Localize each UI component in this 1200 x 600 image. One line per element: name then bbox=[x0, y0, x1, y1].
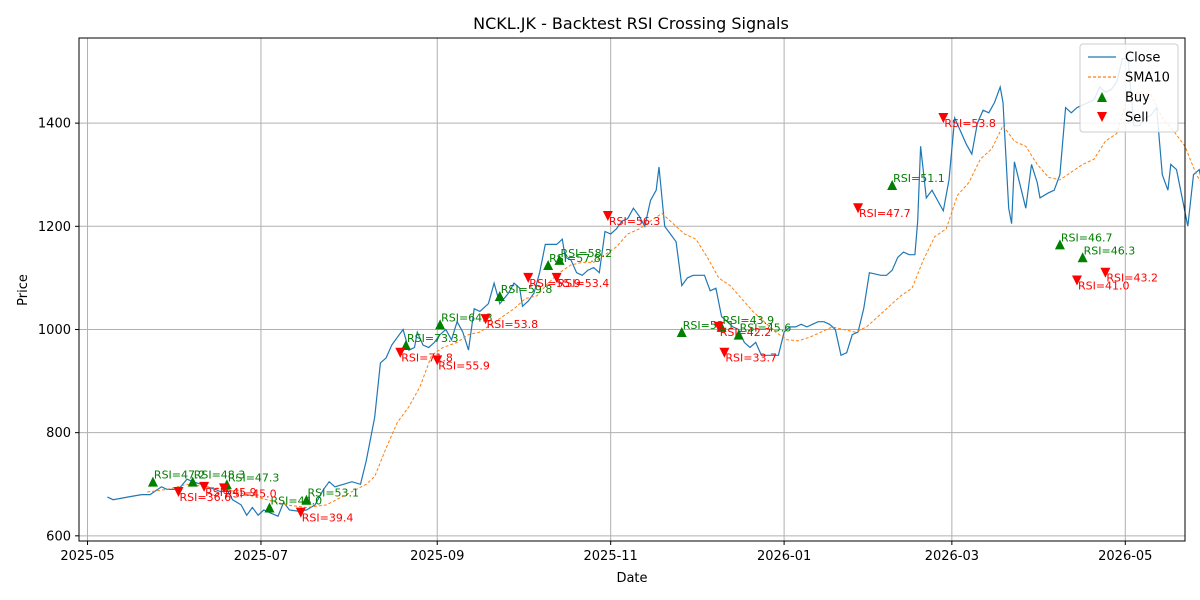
buy-rsi-label: RSI=59.8 bbox=[501, 283, 553, 296]
y-tick-label: 1200 bbox=[38, 220, 71, 235]
buy-marker bbox=[494, 290, 505, 301]
sell-rsi-label: RSI=53.8 bbox=[487, 318, 539, 331]
buy-marker bbox=[435, 319, 446, 330]
buy-rsi-label: RSI=46.7 bbox=[1061, 231, 1113, 244]
buy-marker bbox=[400, 339, 411, 350]
sell-rsi-label: RSI=43.2 bbox=[1106, 272, 1158, 285]
sell-marker bbox=[523, 272, 534, 283]
buy-rsi-label: RSI=43.9 bbox=[723, 314, 775, 327]
legend-label: Close bbox=[1125, 51, 1160, 66]
sell-marker bbox=[602, 210, 613, 221]
sell-marker bbox=[219, 483, 230, 494]
sma10-series-line bbox=[147, 91, 1200, 509]
y-tick-label: 1000 bbox=[38, 323, 71, 338]
sell-rsi-label: RSI=39.4 bbox=[302, 512, 354, 525]
sell-marker bbox=[173, 486, 184, 497]
x-tick-label: 2025-11 bbox=[584, 549, 638, 564]
sell-rsi-label: RSI=55.9 bbox=[529, 277, 581, 290]
legend-label: SMA10 bbox=[1125, 71, 1170, 86]
buy-marker bbox=[554, 254, 565, 265]
sell-marker bbox=[295, 507, 306, 518]
sell-marker bbox=[1071, 275, 1082, 286]
y-axis-title: Price bbox=[16, 274, 31, 306]
legend-box bbox=[1079, 43, 1179, 133]
sell-rsi-label: RSI=53.4 bbox=[558, 277, 610, 290]
sell-marker bbox=[713, 321, 724, 332]
x-axis-ticks: 2025-05 2025-07 2025-09 2025-11 2026-01 2026-… bbox=[60, 541, 1152, 564]
y-tick-label: 600 bbox=[46, 529, 71, 544]
close-series-line bbox=[107, 58, 1200, 517]
buy-rsi-label: RSI=46.3 bbox=[1084, 244, 1136, 257]
sell-rsi-label: RSI=45.0 bbox=[225, 487, 277, 500]
buy-marker bbox=[264, 502, 275, 513]
buy-rsi-label: RSI=58.2 bbox=[560, 247, 612, 260]
sell-rsi-label: RSI=55.9 bbox=[438, 359, 490, 372]
sell-rsi-label: RSI=56.3 bbox=[609, 215, 661, 228]
plot-frame bbox=[78, 37, 1186, 542]
sell-rsi-label: RSI=33.7 bbox=[725, 352, 777, 365]
x-tick-label: 2025-05 bbox=[60, 549, 114, 564]
sell-marker bbox=[1100, 267, 1111, 278]
sell-marker bbox=[199, 481, 210, 492]
legend-label: Buy bbox=[1125, 91, 1150, 106]
buy-marker bbox=[1054, 239, 1065, 250]
x-tick-label: 2026-03 bbox=[925, 549, 979, 564]
y-tick-label: 800 bbox=[46, 426, 71, 441]
sell-marker bbox=[853, 203, 864, 214]
buy-rsi-label: RSI=47.3 bbox=[228, 471, 280, 484]
sell-rsi-label: RSI=71.8 bbox=[401, 352, 453, 365]
legend-label: Sell bbox=[1125, 111, 1148, 126]
buy-rsi-label: RSI=51.1 bbox=[893, 172, 945, 185]
x-tick-label: 2025-09 bbox=[410, 549, 464, 564]
sell-marker bbox=[432, 355, 443, 366]
chart-title: NCKL.JK - Backtest RSI Crossing Signals bbox=[473, 14, 789, 33]
legend-sell-swatch bbox=[1097, 112, 1107, 122]
sell-marker bbox=[551, 272, 562, 283]
x-axis-title: Date bbox=[616, 571, 647, 586]
x-tick-label: 2026-05 bbox=[1098, 549, 1152, 564]
signal-markers: RSI=47.2RSI=48.3RSI=47.3RSI=44.0RSI=53.1… bbox=[147, 112, 1158, 525]
y-tick-label: 1400 bbox=[38, 117, 71, 132]
legend-buy-swatch bbox=[1097, 92, 1107, 102]
buy-rsi-label: RSI=64.3 bbox=[441, 311, 493, 324]
sell-marker bbox=[395, 347, 406, 358]
y-axis-ticks: 600 800 1000 1200 1400 bbox=[38, 117, 79, 544]
buy-rsi-label: RSI=48.3 bbox=[194, 469, 246, 482]
x-tick-label: 2025-07 bbox=[234, 549, 288, 564]
buy-marker bbox=[887, 180, 898, 191]
sell-marker bbox=[480, 314, 491, 325]
sell-rsi-label: RSI=53.8 bbox=[944, 117, 996, 130]
sell-rsi-label: RSI=36.6 bbox=[180, 491, 232, 504]
grid-lines bbox=[79, 38, 1185, 541]
sell-rsi-label: RSI=47.7 bbox=[859, 207, 911, 220]
sell-rsi-label: RSI=41.0 bbox=[1078, 279, 1130, 292]
legend: Close SMA10 Buy Sell bbox=[1079, 43, 1179, 133]
plot-area: RSI=47.2RSI=48.3RSI=47.3RSI=44.0RSI=53.1… bbox=[107, 58, 1200, 525]
buy-marker bbox=[676, 327, 687, 338]
buy-marker bbox=[147, 476, 158, 487]
buy-marker bbox=[543, 259, 554, 270]
buy-rsi-label: RSI=53.1 bbox=[307, 487, 359, 500]
buy-rsi-label: RSI=73.3 bbox=[407, 332, 459, 345]
sell-marker bbox=[938, 112, 949, 123]
buy-marker bbox=[187, 476, 198, 487]
x-tick-label: 2026-01 bbox=[757, 549, 811, 564]
sell-rsi-label: RSI=45.9 bbox=[205, 486, 257, 499]
buy-rsi-label: RSI=45.6 bbox=[740, 322, 792, 335]
buy-marker bbox=[301, 494, 312, 505]
buy-marker bbox=[1077, 252, 1088, 263]
sell-rsi-label: RSI=42.2 bbox=[720, 326, 772, 339]
sell-marker bbox=[719, 347, 730, 358]
buy-marker bbox=[733, 329, 744, 340]
